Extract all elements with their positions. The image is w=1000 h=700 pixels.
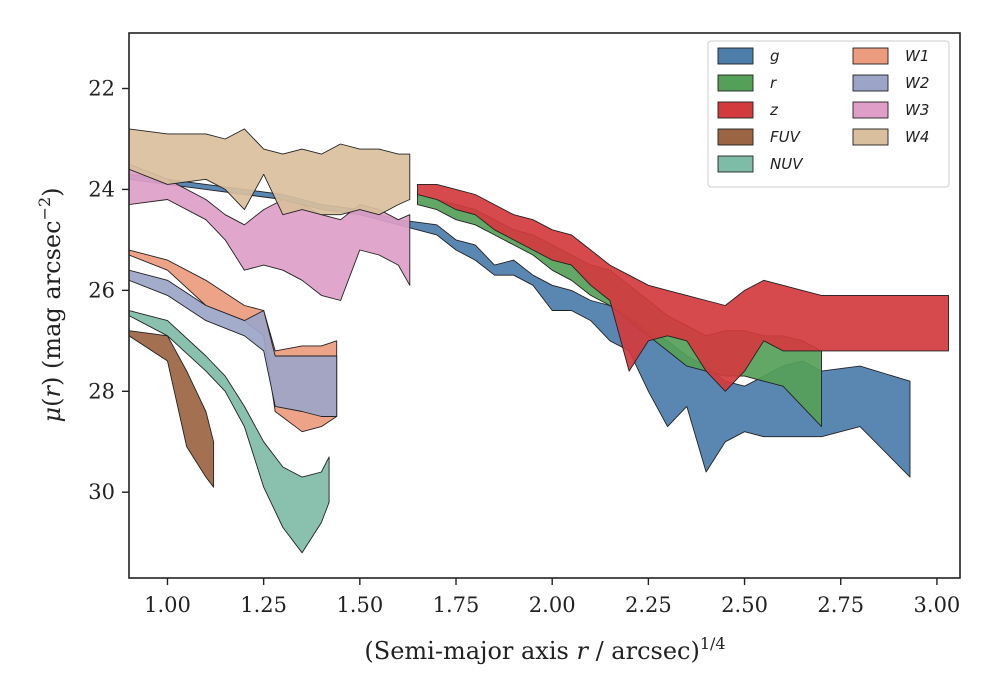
series-band-w2 — [129, 269, 338, 417]
series-band-w3 — [129, 163, 411, 301]
y-tick-label: 30 — [88, 480, 115, 504]
series-band-g — [129, 173, 911, 478]
legend-swatch-w1 — [852, 47, 889, 65]
legend-label-z: z — [769, 101, 779, 119]
y-tick-label: 24 — [88, 177, 115, 201]
x-tick-label: 1.75 — [433, 593, 480, 617]
legend-swatch-w4 — [852, 128, 889, 146]
series-band-w4 — [129, 128, 411, 216]
legend-swatch-fuv — [717, 128, 754, 146]
legend-swatch-nuv — [717, 155, 754, 173]
legend-swatch-w3 — [852, 101, 889, 119]
legend-swatch-z — [717, 101, 754, 119]
legend-label-w4: W4 — [905, 128, 929, 146]
x-tick-label: 2.50 — [721, 593, 768, 617]
x-axis-label: (Semi-major axis r / arcsec)1/4 — [364, 634, 725, 665]
legend-label-fuv: FUV — [770, 128, 802, 146]
plot-frame — [128, 32, 961, 579]
y-axis-ticks: 22 24 26 28 30 — [88, 77, 129, 504]
legend-frame — [707, 40, 950, 188]
legend-label-r: r — [770, 74, 777, 92]
x-tick-label: 1.00 — [144, 593, 191, 617]
x-tick-label: 1.50 — [336, 593, 383, 617]
legend: grz FUV NUV W1 W2 W3 W4 — [707, 40, 950, 188]
x-tick-label: 2.00 — [529, 593, 576, 617]
legend-label-nuv: NUV — [770, 155, 804, 173]
legend-label-g: g — [770, 47, 780, 65]
y-tick-label: 28 — [88, 379, 115, 403]
series-band-nuv — [129, 310, 330, 554]
legend-label-w2: W2 — [905, 74, 929, 92]
y-tick-label: 22 — [88, 77, 115, 101]
legend-label-w3: W3 — [905, 101, 929, 119]
x-tick-label: 1.25 — [240, 593, 287, 617]
x-tick-label: 2.75 — [817, 593, 864, 617]
legend-swatch-g — [717, 47, 754, 65]
series-band-fuv — [129, 330, 215, 488]
x-tick-label: 2.25 — [625, 593, 672, 617]
legend-label-w1: W1 — [905, 47, 929, 65]
legend-swatch-w2 — [852, 74, 889, 92]
series-layer — [129, 128, 949, 554]
x-tick-label: 3.00 — [914, 593, 961, 617]
series-band-z — [417, 183, 949, 392]
x-axis-ticks: 1.00 1.25 1.50 1.75 2.00 2.25 2.50 2.75 3.00 — [144, 578, 960, 617]
legend-swatch-r — [717, 74, 754, 92]
y-axis-label: μ(r) (mag arcsec−2) — [35, 187, 66, 422]
y-tick-label: 26 — [88, 278, 115, 302]
